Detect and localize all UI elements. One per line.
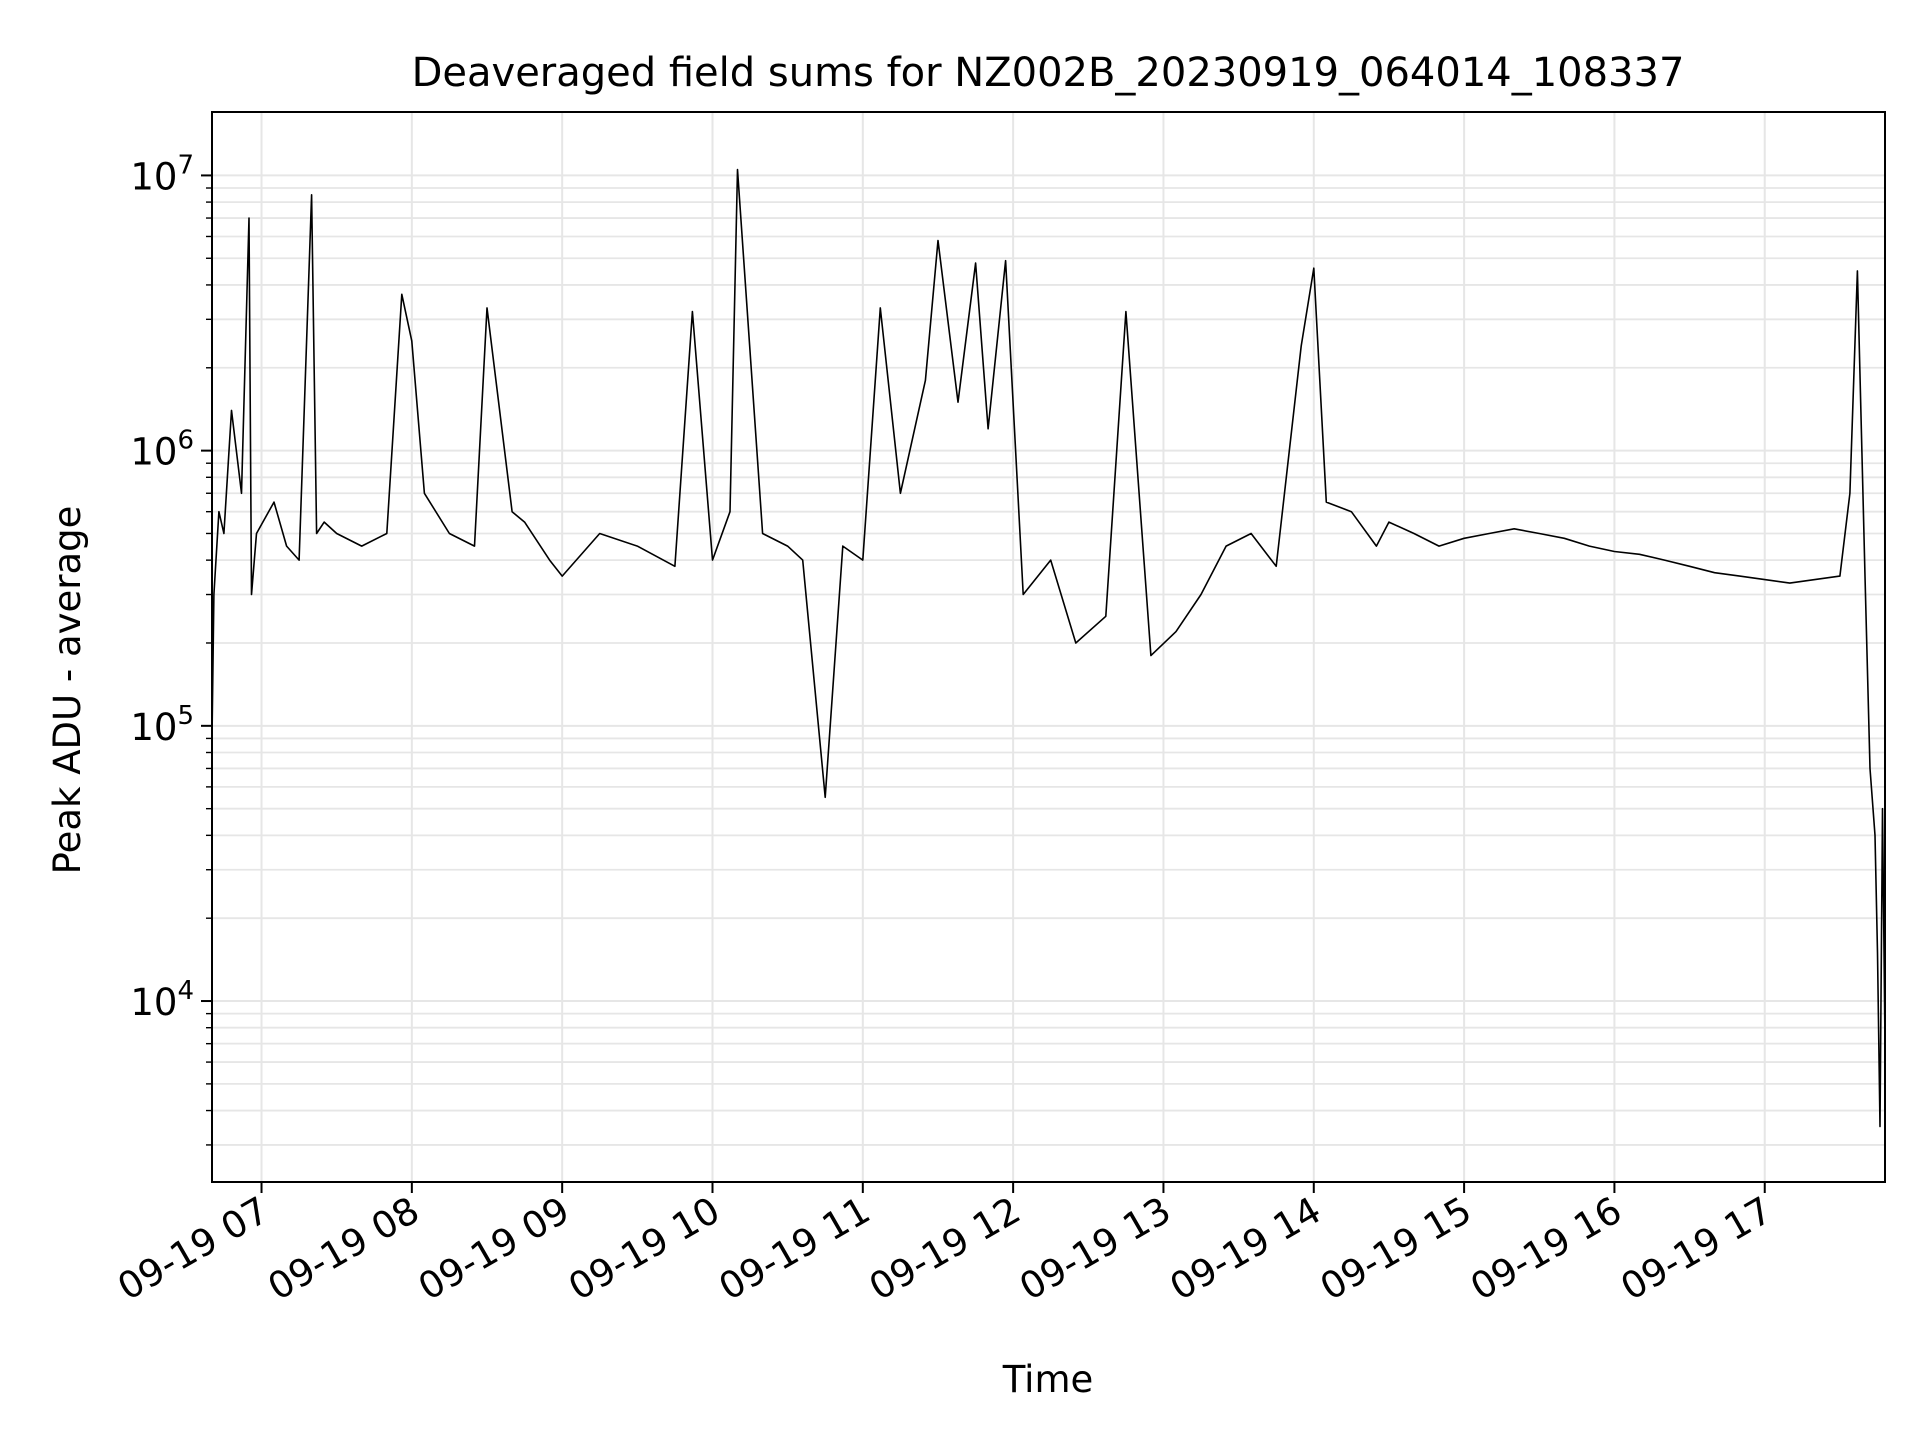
series-line [211,168,1886,1128]
y-tick-label: 105 [130,701,194,749]
series-layer [211,168,1886,1128]
y-tick-base: 10 [130,981,177,1024]
y-tick-label: 104 [130,976,194,1024]
chart-title: Deaveraged field sums for NZ002B_2023091… [412,50,1685,96]
y-tick-base: 10 [130,706,177,749]
y-tick-label: 106 [130,426,194,474]
plot-frame [211,111,1886,1183]
grid [212,112,1885,1182]
x-axis-label: Time [1002,1358,1094,1401]
y-tick-exponent: 7 [177,150,194,180]
y-tick-exponent: 6 [177,426,194,456]
y-tick-base: 10 [130,431,177,474]
y-axis-label: Peak ADU - average [46,506,89,875]
y-tick-base: 10 [130,155,177,198]
y-tick-exponent: 4 [177,976,194,1006]
y-tick-exponent: 5 [177,701,194,731]
y-tick-label: 107 [130,150,194,198]
